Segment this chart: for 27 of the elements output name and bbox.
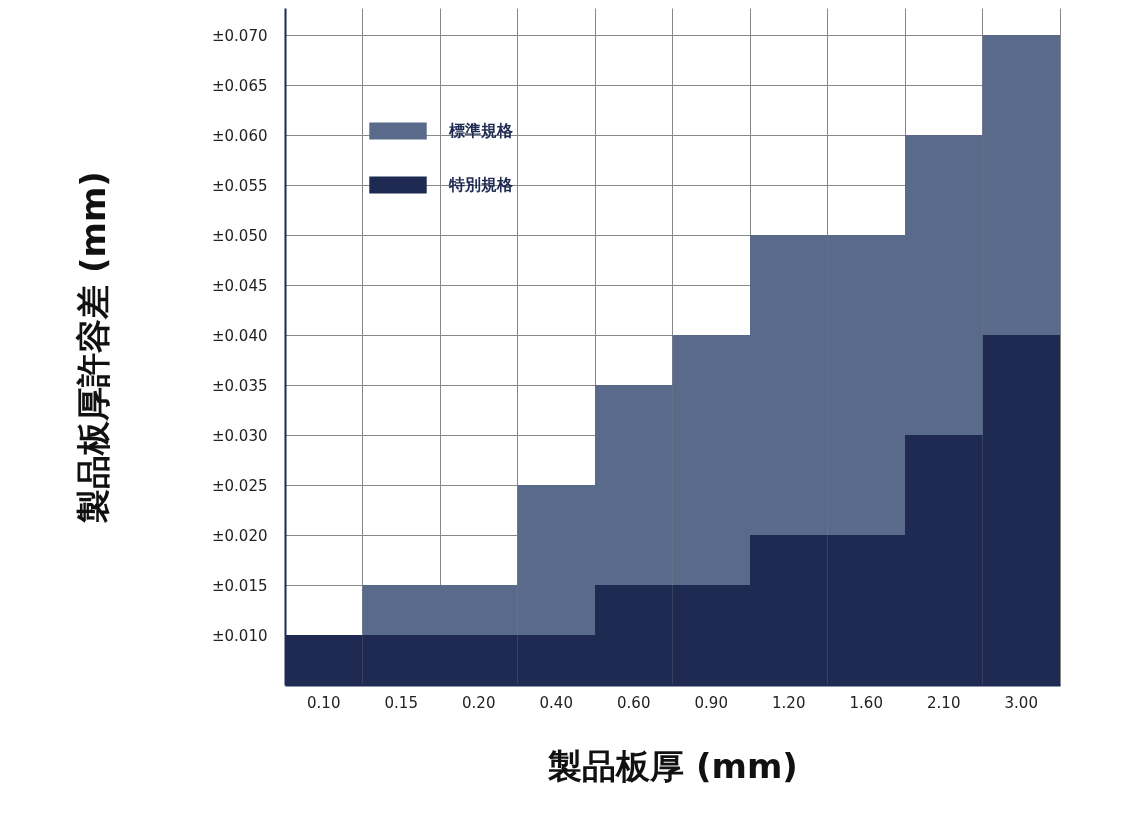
y-tick-label: ±0.020: [211, 526, 268, 545]
x-axis-title: 製品板厚 (mm): [547, 745, 798, 786]
x-tick-label: 0.10: [307, 693, 341, 712]
y-tick-label: ±0.030: [211, 426, 268, 445]
y-tick-label: ±0.010: [211, 626, 268, 645]
x-tick-label: 0.40: [539, 693, 573, 712]
y-tick-label: ±0.040: [211, 326, 268, 345]
y-tick-label: ±0.025: [211, 476, 268, 495]
legend-label: 標準規格: [448, 121, 514, 140]
y-tick-label: ±0.045: [211, 276, 268, 295]
y-axis-title: 製品板厚許容差 (mm): [72, 171, 113, 524]
y-tick-label: ±0.015: [211, 576, 268, 595]
y-tick-label: ±0.070: [211, 26, 268, 45]
x-tick-label: 0.60: [617, 693, 651, 712]
y-tick-label: ±0.065: [211, 76, 268, 95]
x-tick-label: 3.00: [1004, 693, 1038, 712]
x-tick-label: 0.20: [462, 693, 496, 712]
x-tick-label: 0.90: [694, 693, 728, 712]
y-tick-label: ±0.035: [211, 376, 268, 395]
x-tick-label: 1.20: [772, 693, 806, 712]
y-tick-label: ±0.050: [211, 226, 268, 245]
x-tick-label: 2.10: [927, 693, 961, 712]
legend-label: 特別規格: [448, 175, 514, 194]
x-tick-label: 1.60: [849, 693, 883, 712]
y-tick-label: ±0.060: [211, 126, 268, 145]
x-tick-label: 0.15: [384, 693, 418, 712]
y-tick-label: ±0.055: [211, 176, 268, 195]
